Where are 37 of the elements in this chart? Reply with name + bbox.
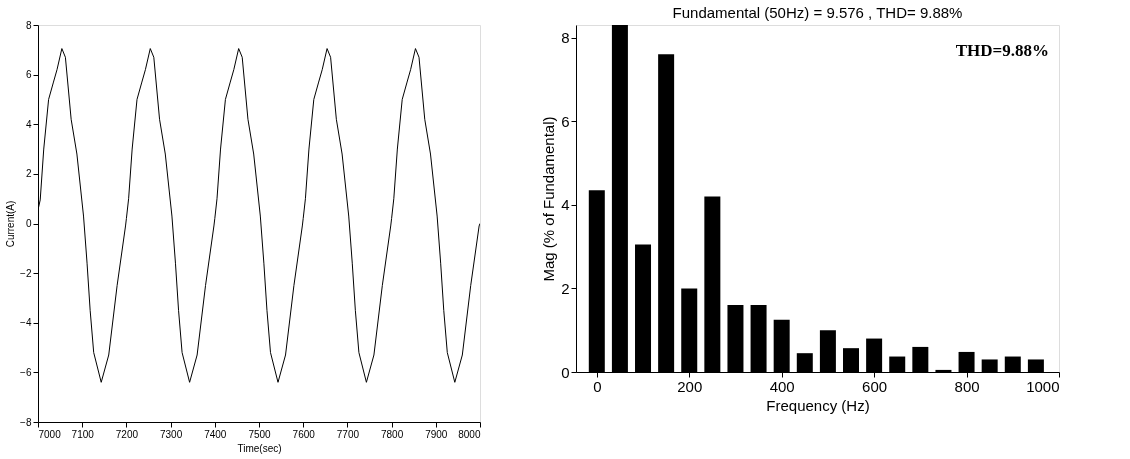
y-tick-label: 6 bbox=[25, 69, 32, 81]
x-tick-label: 200 bbox=[677, 377, 703, 395]
x-tick-label: 7300 bbox=[159, 428, 183, 440]
x-tick-label: 400 bbox=[769, 377, 795, 395]
y-tick-label: −8 bbox=[20, 416, 32, 428]
y-axis-title: Current(A) bbox=[5, 200, 17, 248]
x-axis-title: Frequency (Hz) bbox=[766, 396, 870, 414]
x-tick-label: 7200 bbox=[115, 428, 139, 440]
x-tick-label: 7400 bbox=[204, 428, 227, 440]
x-axis-title: Time(sec) bbox=[237, 442, 282, 454]
y-tick-label: 8 bbox=[561, 29, 570, 47]
y-axis-title: Mag (% of Fundamental) bbox=[540, 116, 558, 282]
x-tick-label: 800 bbox=[954, 377, 980, 395]
y-tick-label: 0 bbox=[25, 218, 32, 229]
y-tick-label: 0 bbox=[561, 363, 570, 381]
x-tick-label: 7600 bbox=[292, 428, 316, 440]
y-tick-label: 2 bbox=[25, 168, 32, 180]
x-tick-label: 7800 bbox=[380, 428, 404, 440]
x-tick-label: 7100 bbox=[71, 428, 95, 440]
y-tick-label: 4 bbox=[561, 196, 570, 214]
x-tick-label: 7000 bbox=[38, 428, 62, 440]
y-tick-label: −2 bbox=[20, 267, 32, 279]
y-tick-label: 8 bbox=[25, 19, 32, 31]
x-tick-label: 7700 bbox=[336, 428, 360, 440]
y-tick-label: −4 bbox=[20, 317, 32, 329]
y-tick-label: 4 bbox=[25, 118, 32, 130]
x-tick-label: 7500 bbox=[248, 428, 272, 440]
annotation: THD=9.88% bbox=[955, 41, 1049, 60]
y-tick-label: 6 bbox=[561, 112, 570, 130]
x-tick-label: 0 bbox=[593, 377, 602, 395]
x-tick-label: 1000 bbox=[1026, 377, 1060, 395]
x-tick-label: 7900 bbox=[425, 428, 448, 440]
y-tick-label: 2 bbox=[561, 279, 570, 297]
x-tick-label: 8000 bbox=[458, 428, 481, 440]
y-tick-label: −6 bbox=[20, 366, 32, 378]
chart-title: Fundamental (50Hz) = 9.576 , THD= 9.88% bbox=[672, 4, 963, 21]
x-tick-label: 600 bbox=[862, 377, 888, 395]
